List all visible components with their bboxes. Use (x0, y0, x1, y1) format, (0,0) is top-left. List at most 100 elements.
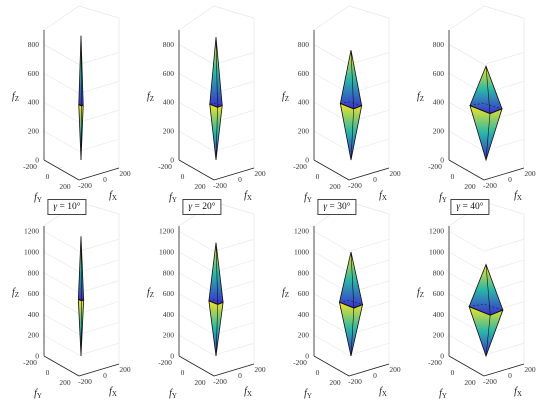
z-tick-label: 400 (298, 310, 310, 319)
gamma-symbol: γ (456, 202, 461, 212)
grid-line (43, 73, 80, 94)
gamma-symbol: γ (323, 202, 328, 212)
z-tick-label: 600 (28, 69, 40, 78)
x-tick-label: 0 (373, 371, 377, 380)
y-tick-label: -200 (158, 358, 172, 367)
surface-edge (80, 105, 82, 161)
x-axis-label: fX (514, 190, 522, 202)
z-tick-label: 1000 (24, 248, 39, 257)
x-tick-label: 0 (508, 371, 512, 380)
surface-edge (80, 35, 82, 106)
grid-line (178, 334, 215, 356)
y-tick-label: 0 (46, 172, 50, 181)
y-tick-label: -200 (293, 162, 307, 171)
surface-edge-hidden (340, 101, 362, 106)
x-tick-label: -200 (213, 181, 227, 190)
grid-line (483, 342, 525, 356)
gamma-value: 10° (67, 202, 81, 212)
x-axis-label: fX (244, 190, 252, 202)
grid-line (213, 52, 255, 65)
x-tick-label: 200 (524, 365, 536, 374)
grid-line (178, 44, 215, 65)
grid-line (43, 230, 80, 252)
surface-edge (485, 264, 491, 316)
x-tick-label: 0 (508, 175, 512, 184)
grid-line (43, 130, 80, 152)
z-tick-label: 800 (163, 268, 175, 277)
surface-edge (350, 50, 354, 109)
grid-line (313, 334, 350, 356)
x-axis (213, 167, 255, 181)
grid-line (348, 342, 390, 356)
z-tick-label: 200 (298, 331, 310, 340)
y-axis (178, 355, 215, 377)
z-tick-label: 400 (433, 310, 445, 319)
grid-line (483, 238, 525, 252)
z-tick-label: 400 (433, 98, 445, 107)
grid-line (178, 293, 215, 314)
z-tick-label: 600 (28, 289, 40, 298)
surface-edge-hidden (78, 104, 84, 106)
gamma-label-3: γ = 30° (317, 199, 357, 215)
grid-line (483, 259, 525, 273)
x-axis (78, 363, 120, 377)
y-axis (448, 355, 485, 377)
z-tick-label: 0 (305, 352, 309, 361)
y-tick-label: 200 (59, 182, 71, 191)
y-tick-label: 200 (329, 182, 341, 191)
z-tick-label: 1000 (429, 248, 444, 257)
y-tick-label: 0 (181, 368, 185, 377)
z-tick-label: 800 (163, 40, 175, 49)
grid-line (313, 314, 350, 335)
grid-line (348, 52, 390, 65)
grid-line (313, 230, 350, 252)
z-tick-label: 600 (298, 289, 310, 298)
surface-edge (350, 308, 355, 357)
z-axis-label: fZ (12, 287, 19, 299)
y-tick-label: 200 (194, 378, 206, 387)
grid-line (78, 342, 120, 356)
x-axis (483, 167, 525, 181)
x-tick-label: 0 (103, 371, 107, 380)
z-tick-label: 400 (163, 98, 175, 107)
grid-line (43, 251, 80, 273)
y-tick-label: -200 (158, 162, 172, 171)
x-tick-label: -200 (78, 377, 92, 386)
surface-edge-hidden (78, 298, 84, 301)
grid-line (213, 259, 255, 273)
grid-line (213, 238, 255, 252)
grid-line (448, 44, 485, 65)
surface-edge-hidden (209, 102, 223, 106)
z-tick-label: 800 (28, 268, 40, 277)
gamma-label-4: γ = 40° (450, 199, 490, 215)
y-tick-label: 0 (46, 368, 50, 377)
gamma-label-1: γ = 10° (47, 199, 87, 215)
y-tick-label: -200 (23, 358, 37, 367)
z-tick-label: 200 (433, 331, 445, 340)
z-tick-label: 1000 (294, 248, 309, 257)
z-tick-label: 200 (28, 331, 40, 340)
grid-line (348, 238, 390, 252)
x-tick-label: 200 (254, 169, 266, 178)
x-tick-label: 200 (389, 169, 401, 178)
y-axis (448, 159, 485, 181)
gamma-symbol: γ (188, 202, 193, 212)
y-axis-label: fY (34, 388, 42, 400)
z-tick-label: 600 (433, 289, 445, 298)
z-tick-label: 600 (163, 69, 175, 78)
z-axis-label: fZ (12, 91, 19, 103)
x-axis-label: fX (379, 386, 387, 398)
y-tick-label: -200 (23, 162, 37, 171)
z-tick-label: 0 (35, 156, 39, 165)
surface-edge (350, 251, 355, 309)
z-tick-label: 0 (35, 352, 39, 361)
z-tick-label: 600 (298, 69, 310, 78)
surface-edge (485, 315, 491, 357)
z-tick-label: 800 (298, 268, 310, 277)
y-axis-label: fY (34, 192, 42, 204)
grid-line (43, 272, 80, 294)
grid-line (348, 259, 390, 273)
z-axis-label: fZ (147, 91, 154, 103)
